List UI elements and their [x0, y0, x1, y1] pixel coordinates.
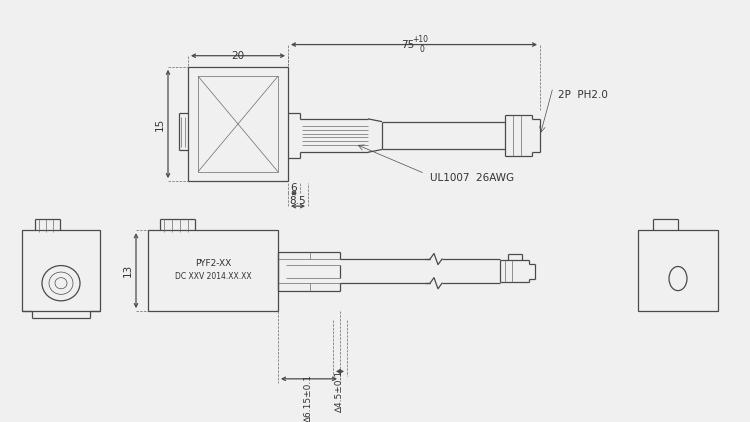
Text: 20: 20: [232, 51, 244, 61]
Text: 8.5: 8.5: [290, 195, 306, 206]
Text: ∆6.15±0.1: ∆6.15±0.1: [304, 375, 313, 422]
Text: 75: 75: [401, 40, 415, 49]
Bar: [198, 76, 278, 172]
Text: UL1007  26AWG: UL1007 26AWG: [430, 173, 514, 183]
Text: DC XXV 2014.XX.XX: DC XXV 2014.XX.XX: [175, 272, 251, 281]
Text: 13: 13: [123, 264, 133, 277]
Bar: [188, 67, 288, 181]
Bar: [22, 230, 100, 311]
Text: 15: 15: [155, 117, 165, 130]
Bar: [148, 230, 278, 311]
Text: 6: 6: [291, 183, 297, 192]
Text: 2P  PH2.0: 2P PH2.0: [558, 90, 608, 100]
Text: 0: 0: [419, 45, 424, 54]
Text: ∆4.5±0.1: ∆4.5±0.1: [335, 371, 344, 413]
Text: +10: +10: [412, 35, 428, 44]
Text: PYF2-XX: PYF2-XX: [195, 259, 231, 268]
Bar: [638, 230, 718, 311]
